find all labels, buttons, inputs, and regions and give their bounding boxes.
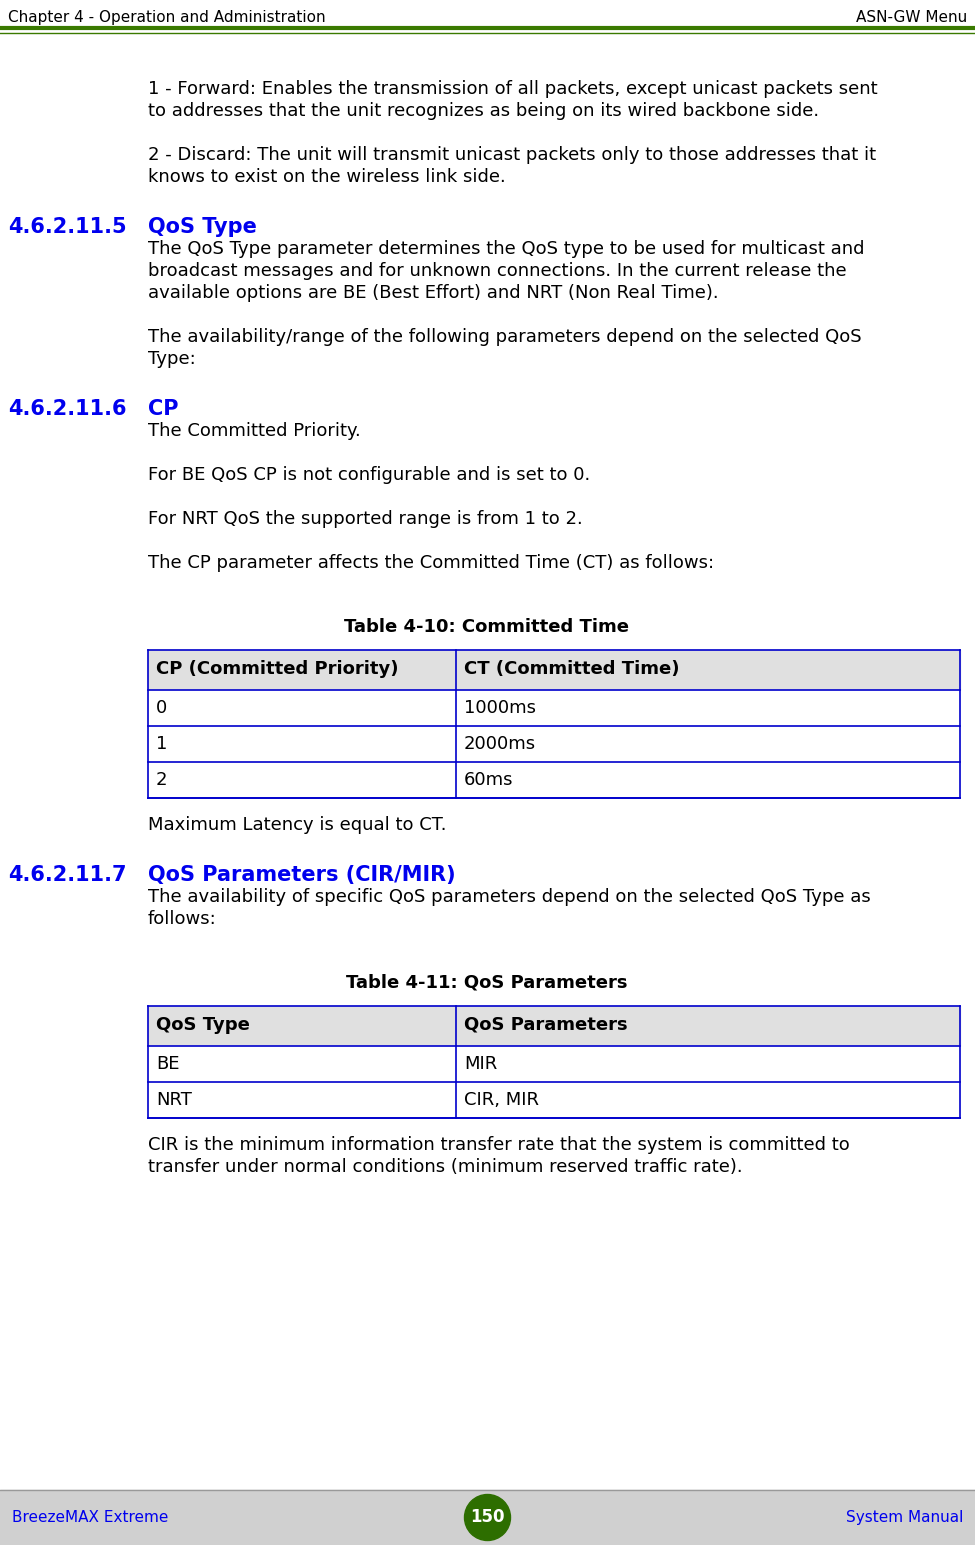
Text: 1 - Forward: Enables the transmission of all packets, except unicast packets sen: 1 - Forward: Enables the transmission of… xyxy=(148,80,878,97)
Circle shape xyxy=(464,1494,511,1540)
Bar xyxy=(148,762,960,799)
Text: 2: 2 xyxy=(156,771,168,789)
Text: QoS Parameters: QoS Parameters xyxy=(464,1017,628,1034)
Text: 4.6.2.11.7: 4.6.2.11.7 xyxy=(8,865,127,885)
Bar xyxy=(148,691,960,726)
Bar xyxy=(148,1046,960,1082)
Text: CIR is the minimum information transfer rate that the system is committed to: CIR is the minimum information transfer … xyxy=(148,1136,850,1154)
Text: 4.6.2.11.5: 4.6.2.11.5 xyxy=(8,216,127,236)
Text: QoS Type: QoS Type xyxy=(156,1017,250,1034)
Text: follows:: follows: xyxy=(148,910,216,929)
Text: The QoS Type parameter determines the QoS type to be used for multicast and: The QoS Type parameter determines the Qo… xyxy=(148,239,865,258)
Text: The CP parameter affects the Committed Time (CT) as follows:: The CP parameter affects the Committed T… xyxy=(148,555,714,572)
Text: Table 4-11: QoS Parameters: Table 4-11: QoS Parameters xyxy=(346,973,628,992)
Text: Maximum Latency is equal to CT.: Maximum Latency is equal to CT. xyxy=(148,816,447,834)
Text: transfer under normal conditions (minimum reserved traffic rate).: transfer under normal conditions (minimu… xyxy=(148,1159,743,1176)
Bar xyxy=(148,726,960,762)
Text: to addresses that the unit recognizes as being on its wired backbone side.: to addresses that the unit recognizes as… xyxy=(148,102,819,121)
Text: 1: 1 xyxy=(156,735,168,752)
Text: MIR: MIR xyxy=(464,1055,497,1072)
Text: Type:: Type: xyxy=(148,351,196,368)
Text: 0: 0 xyxy=(156,698,168,717)
Bar xyxy=(148,650,960,691)
Text: Chapter 4 - Operation and Administration: Chapter 4 - Operation and Administration xyxy=(8,9,326,25)
Text: For BE QoS CP is not configurable and is set to 0.: For BE QoS CP is not configurable and is… xyxy=(148,467,590,484)
Text: 150: 150 xyxy=(470,1508,505,1526)
Text: Table 4-10: Committed Time: Table 4-10: Committed Time xyxy=(344,618,630,637)
Bar xyxy=(148,1006,960,1046)
Text: available options are BE (Best Effort) and NRT (Non Real Time).: available options are BE (Best Effort) a… xyxy=(148,284,719,301)
Text: 4.6.2.11.6: 4.6.2.11.6 xyxy=(8,399,127,419)
Text: 2 - Discard: The unit will transmit unicast packets only to those addresses that: 2 - Discard: The unit will transmit unic… xyxy=(148,145,877,164)
Text: 1000ms: 1000ms xyxy=(464,698,536,717)
Text: ASN-GW Menu: ASN-GW Menu xyxy=(856,9,967,25)
Text: 2000ms: 2000ms xyxy=(464,735,536,752)
Bar xyxy=(148,1082,960,1119)
Text: CP: CP xyxy=(148,399,178,419)
Text: broadcast messages and for unknown connections. In the current release the: broadcast messages and for unknown conne… xyxy=(148,263,846,280)
Text: System Manual: System Manual xyxy=(845,1509,963,1525)
Text: The availability of specific QoS parameters depend on the selected QoS Type as: The availability of specific QoS paramet… xyxy=(148,888,871,905)
Text: CIR, MIR: CIR, MIR xyxy=(464,1091,539,1109)
Text: BE: BE xyxy=(156,1055,179,1072)
Text: The availability/range of the following parameters depend on the selected QoS: The availability/range of the following … xyxy=(148,328,862,346)
Text: The Committed Priority.: The Committed Priority. xyxy=(148,422,361,440)
Text: CP (Committed Priority): CP (Committed Priority) xyxy=(156,660,399,678)
Bar xyxy=(0,1489,975,1545)
Text: QoS Parameters (CIR/MIR): QoS Parameters (CIR/MIR) xyxy=(148,865,455,885)
Text: For NRT QoS the supported range is from 1 to 2.: For NRT QoS the supported range is from … xyxy=(148,510,583,528)
Text: knows to exist on the wireless link side.: knows to exist on the wireless link side… xyxy=(148,168,506,185)
Text: 60ms: 60ms xyxy=(464,771,514,789)
Text: QoS Type: QoS Type xyxy=(148,216,256,236)
Text: BreezeMAX Extreme: BreezeMAX Extreme xyxy=(12,1509,169,1525)
Text: NRT: NRT xyxy=(156,1091,192,1109)
Text: CT (Committed Time): CT (Committed Time) xyxy=(464,660,680,678)
